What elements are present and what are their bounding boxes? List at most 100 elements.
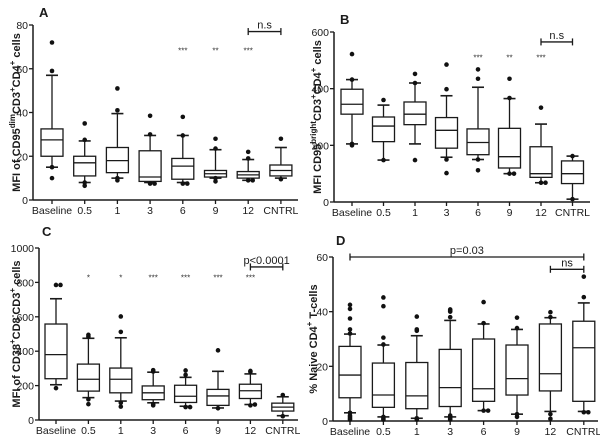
x-tick-label: Baseline [332,207,372,219]
outlier-point [570,196,575,202]
x-tick-label: 6 [481,426,487,436]
y-tick-label: 400 [311,84,329,96]
outlier-point [58,282,63,288]
x-tick-label: 1 [412,207,418,219]
y-axis-label: % Naive CD4+ T-cells [305,284,320,393]
outlier-point [183,368,188,373]
outlier-point [514,325,520,331]
significance-marker: *** [536,53,545,62]
x-tick-label: 9 [514,426,520,436]
outlier-point [412,157,418,163]
y-tick-label: 60 [316,252,328,264]
x-tick-label: Baseline [32,205,72,217]
outlier-point [278,136,284,142]
panel-letter: A [39,5,49,20]
x-tick-label: 3 [147,205,153,217]
box-9 [206,348,230,411]
outlier-point [185,181,190,186]
significance-marker: *** [178,46,187,55]
significance-marker: *** [246,274,255,283]
box-iqr [471,338,496,402]
y-tick-label: 0 [322,416,328,428]
box-iqr [403,101,427,126]
x-tick-label: Baseline [36,425,76,436]
box-cntrl [572,274,596,415]
x-tick-label: 1 [114,205,120,217]
outlier-point [381,335,386,340]
y-label-superscript: + [309,67,318,72]
x-tick-label: CNTRL [263,205,298,217]
y-tick-label: 0 [28,415,34,427]
y-tick-label: 600 [16,312,34,324]
y-label-text: MFI of CD95 [11,128,23,192]
outlier-point [414,327,420,332]
outlier-point [86,332,91,338]
outlier-point [147,132,153,137]
outlier-point [381,414,386,420]
panel-letter: B [340,12,349,27]
y-tick-label: 20 [16,151,28,163]
box-iqr [171,157,195,180]
outlier-point [548,416,553,422]
box-iqr [572,320,596,402]
x-tick-label: 12 [545,426,557,436]
outlier-point [447,413,453,418]
outlier-point [180,114,186,120]
outlier-point [118,329,124,335]
outlier-point [581,294,587,300]
y-tick-label: 0 [323,197,329,209]
box-3 [138,113,162,186]
y-label-text: cells [312,40,324,68]
outlier-point [250,178,255,183]
outlier-point [150,401,156,407]
outlier-point [183,404,188,410]
outlier-point [82,183,87,189]
significance-marker: *** [473,53,482,62]
y-label-superscript: - [8,314,17,317]
comparison-bracket: ns [549,257,585,273]
box-cntrl [560,153,585,202]
x-tick-label: 1 [118,425,124,436]
outlier-point [118,404,124,409]
outlier-point [347,327,353,332]
y-label-text: cells [11,33,23,61]
outlier-point [183,372,188,378]
outlier-point [49,175,55,181]
x-tick-label: 12 [242,205,254,217]
box-iqr [44,323,68,380]
box-iqr [340,88,364,115]
significance-marker: ** [212,46,218,55]
box-iqr [338,345,362,399]
outlier-point [280,392,286,398]
box-3 [141,367,165,408]
y-label-superscript: + [8,87,17,92]
y-label-text: MFI of CD38 [11,344,23,408]
y-label-text: % Naive CD4 [308,325,320,393]
outlier-point [347,302,353,308]
outlier-point [514,315,520,320]
y-tick-label: 40 [16,108,28,120]
box-cntrl [271,392,295,419]
outlier-point [548,411,553,417]
panel-d: D 0 20 40 60 % Naive CD4+ T-cells Baseline 0.5 1… [305,233,600,436]
box-baseline [338,302,362,422]
significance-marker: *** [149,274,158,283]
x-tick-label: 1 [414,426,420,436]
y-label-text: CD3 [312,99,324,121]
significance-marker: ** [506,53,512,62]
y-label-text: CD3 [11,92,23,114]
box-9 [497,76,522,176]
box-6 [471,299,496,413]
y-tick-label: 400 [16,346,34,358]
outlier-point [481,320,486,326]
x-tick-label: 0.5 [376,426,391,436]
outlier-point [481,299,486,305]
outlier-point [381,97,386,103]
outlier-point [412,80,418,86]
y-label-text: CD4 [312,71,324,94]
outlier-point [538,180,544,186]
outlier-point [444,157,449,162]
y-tick-label: 1000 [11,243,35,255]
box-1 [403,71,427,163]
